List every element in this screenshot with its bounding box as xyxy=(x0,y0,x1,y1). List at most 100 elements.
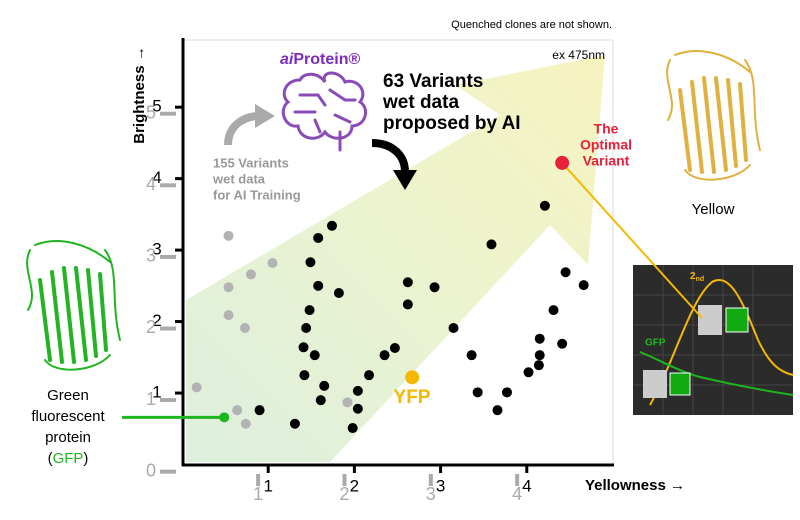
optimal-connector xyxy=(561,162,703,319)
series-label: 155 Variants xyxy=(213,155,289,170)
point xyxy=(239,323,250,334)
logo-name: Protein® xyxy=(293,51,360,68)
y-tick-label: 5 xyxy=(152,97,161,116)
x-axis-label: Yellowness → xyxy=(585,477,685,494)
series-label: Green xyxy=(47,387,89,404)
y-axis-label: Brightness → xyxy=(131,46,148,144)
point xyxy=(466,350,477,361)
point xyxy=(402,299,413,310)
point xyxy=(223,230,234,241)
point xyxy=(254,405,265,416)
point xyxy=(347,423,358,434)
x-tick-label: 3 xyxy=(436,476,445,495)
abbr-close: ) xyxy=(83,450,88,467)
x-tick-label: 2 xyxy=(350,476,359,495)
yfp-tube xyxy=(698,305,722,335)
point xyxy=(492,405,503,416)
x2-tick-label: 1 xyxy=(253,484,263,504)
y2-tick-label: 3 xyxy=(146,246,156,266)
point xyxy=(305,257,316,268)
point xyxy=(304,305,315,316)
inset-second-num: 2 xyxy=(690,271,696,282)
point xyxy=(539,200,550,211)
inset-second-suffix: nd xyxy=(696,276,705,283)
ai-arrowhead xyxy=(393,170,417,190)
point xyxy=(352,385,363,396)
point xyxy=(548,305,559,316)
series-label: Variant xyxy=(583,153,630,169)
series-label: wet data xyxy=(212,171,266,186)
series-abbr: (GFP) xyxy=(48,450,89,467)
point xyxy=(319,380,330,391)
inset-gfp: GFP xyxy=(645,338,666,349)
series-label: fluorescent xyxy=(31,408,105,425)
point xyxy=(389,343,400,354)
series-label: protein xyxy=(45,429,91,446)
point xyxy=(402,277,413,288)
point xyxy=(578,280,589,291)
point xyxy=(240,418,251,429)
inset-second: 2nd xyxy=(690,271,704,283)
point xyxy=(533,360,544,371)
series-label: The xyxy=(594,121,619,137)
x2-tick-label: 3 xyxy=(426,484,436,504)
point xyxy=(534,333,545,344)
x2-tick-label: 4 xyxy=(512,484,522,504)
point xyxy=(333,287,344,298)
x-tick-label: 1 xyxy=(263,476,272,495)
point xyxy=(191,382,202,393)
series-label: Optimal xyxy=(580,137,632,153)
point xyxy=(313,280,324,291)
gfp-well xyxy=(669,372,691,396)
series-label: 63 Variants xyxy=(383,71,483,92)
point xyxy=(326,220,337,231)
training-arrowhead xyxy=(255,104,275,128)
x-tick-label: 4 xyxy=(522,476,531,495)
point xyxy=(364,370,375,381)
point xyxy=(486,239,497,250)
point xyxy=(298,342,309,353)
point xyxy=(448,323,459,334)
y2-tick-label: 2 xyxy=(146,317,156,337)
y2-tick-label: 1 xyxy=(146,389,156,409)
yfp-spectrum xyxy=(649,279,794,406)
point xyxy=(523,367,534,378)
y-tick-label: 1 xyxy=(152,383,161,402)
trend-arrow xyxy=(186,55,605,462)
point xyxy=(534,350,545,361)
point xyxy=(301,323,312,334)
y-tick-label: 3 xyxy=(152,240,161,259)
y-tick-label: 4 xyxy=(152,168,161,187)
point xyxy=(342,397,353,408)
point xyxy=(555,155,570,170)
structure-label: Yellow xyxy=(692,201,735,218)
point xyxy=(405,370,420,385)
point xyxy=(245,269,256,280)
point xyxy=(313,232,324,243)
yfp-well xyxy=(725,307,749,333)
point xyxy=(557,338,568,349)
point xyxy=(352,403,363,414)
abbr-open: ( xyxy=(48,450,53,467)
y2-tick-label: 5 xyxy=(146,102,156,122)
point xyxy=(309,350,320,361)
point xyxy=(289,418,300,429)
series-label: wet data xyxy=(382,92,459,113)
point xyxy=(219,412,230,423)
point xyxy=(223,310,234,321)
point xyxy=(267,257,278,268)
logo: aiProtein® xyxy=(280,51,360,68)
point xyxy=(315,395,326,406)
series-label: for AI Training xyxy=(213,187,301,202)
point xyxy=(223,282,234,293)
abbr: GFP xyxy=(53,450,84,467)
ai-arrow xyxy=(371,139,409,173)
point xyxy=(299,370,310,381)
gfp-spectrum xyxy=(639,351,794,396)
point xyxy=(232,405,243,416)
series-label: proposed by AI xyxy=(383,113,521,134)
excitation: ex 475nm xyxy=(552,48,605,62)
point xyxy=(560,267,571,278)
y2-tick-label: 4 xyxy=(146,174,156,194)
